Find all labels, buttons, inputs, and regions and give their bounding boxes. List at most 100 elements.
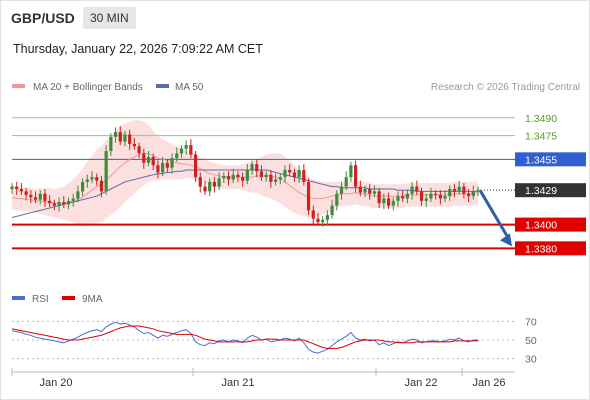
bull-candle bbox=[208, 181, 212, 192]
bull-candle bbox=[405, 193, 409, 199]
bull-candle bbox=[429, 193, 433, 199]
bull-candle bbox=[264, 174, 268, 178]
rsi-line bbox=[11, 321, 478, 354]
bear-candle bbox=[452, 189, 457, 192]
bear-candle bbox=[259, 171, 264, 178]
bull-candle bbox=[179, 148, 184, 154]
bull-candle bbox=[250, 164, 254, 171]
bull-candle bbox=[448, 189, 452, 197]
bear-candle bbox=[142, 153, 146, 163]
x-axis-tick-label: Jan 20 bbox=[39, 377, 72, 389]
bear-candle bbox=[118, 132, 122, 142]
bollinger-band-fill bbox=[12, 120, 478, 226]
ma20-legend-label: MA 20 + Bollinger Bands bbox=[33, 82, 143, 93]
bear-candle bbox=[236, 174, 240, 178]
bull-candle bbox=[321, 219, 325, 223]
bull-candle bbox=[283, 170, 287, 178]
bull-candle bbox=[457, 186, 461, 192]
bull-candle bbox=[217, 178, 221, 187]
bear-candle bbox=[288, 170, 292, 173]
bull-candle bbox=[297, 170, 301, 178]
bull-candle bbox=[71, 198, 75, 201]
bear-candle bbox=[212, 181, 217, 187]
ma9-legend-swatch bbox=[62, 296, 75, 300]
level-labels: 1.3490 1.3475 1.3455 1.3429 1.3400 1.3380 bbox=[515, 113, 586, 256]
bear-candle bbox=[401, 196, 405, 199]
bear-candle bbox=[128, 134, 132, 144]
bull-candle bbox=[175, 153, 179, 159]
bull-candle bbox=[424, 198, 428, 201]
projection-arrow-shaft bbox=[478, 189, 511, 241]
bear-candle bbox=[434, 193, 438, 195]
current-price-label-bg bbox=[515, 183, 586, 198]
bull-candle bbox=[123, 134, 127, 142]
rsi-legend-swatch bbox=[12, 296, 25, 300]
bull-candle bbox=[325, 215, 329, 220]
bull-candle bbox=[344, 177, 348, 187]
bull-candle bbox=[222, 175, 226, 179]
bull-candle bbox=[104, 151, 108, 192]
rsi-tick-label: 70 bbox=[525, 316, 537, 328]
bear-candle bbox=[137, 146, 141, 154]
bear-candle bbox=[269, 174, 273, 182]
projection-arrow-head bbox=[500, 233, 512, 247]
ma20-legend-swatch bbox=[12, 84, 25, 88]
ma50-line bbox=[11, 169, 478, 218]
bear-candle bbox=[377, 191, 381, 204]
support-label: 1.3400 bbox=[525, 220, 557, 232]
copyright-text: Research © 2026 Trading Central bbox=[431, 82, 580, 93]
projection-arrow bbox=[478, 189, 512, 247]
bull-candle bbox=[85, 179, 89, 182]
bull-candle bbox=[231, 174, 235, 180]
bull-candle bbox=[335, 193, 339, 206]
bull-candle bbox=[38, 193, 42, 200]
ma50-legend-label: MA 50 bbox=[175, 82, 204, 93]
bull-candle bbox=[90, 177, 94, 180]
bear-candle bbox=[241, 177, 245, 181]
bear-candle bbox=[292, 172, 297, 178]
rsi-tick-label: 30 bbox=[525, 354, 537, 366]
bear-candle bbox=[193, 154, 198, 178]
rsi-panel: 70 50 30 bbox=[11, 316, 537, 366]
bear-candle bbox=[438, 194, 442, 199]
bull-candle bbox=[372, 191, 377, 194]
bear-candle bbox=[198, 177, 202, 187]
support-label-bg bbox=[515, 241, 586, 256]
bull-candle bbox=[109, 136, 113, 152]
bull-candle bbox=[339, 186, 344, 194]
current-price-label: 1.3429 bbox=[525, 185, 557, 197]
resistance-label-bg bbox=[515, 152, 586, 167]
support-label-bg bbox=[515, 217, 586, 232]
bear-candle bbox=[255, 164, 259, 172]
bull-candle bbox=[245, 170, 249, 181]
rsi-ma9-line bbox=[11, 325, 478, 349]
bull-candle bbox=[161, 162, 165, 173]
bull-candle bbox=[349, 165, 353, 178]
bull-candle bbox=[363, 189, 367, 193]
timeframe-badge[interactable]: 30 MIN bbox=[83, 7, 136, 29]
timestamp: Thursday, January 22, 2026 7:09:22 AM CE… bbox=[13, 42, 263, 56]
bear-candle bbox=[48, 200, 52, 204]
bear-candle bbox=[99, 180, 104, 192]
bear-candle bbox=[354, 165, 358, 187]
bollinger-bands bbox=[12, 120, 478, 226]
bull-candle bbox=[391, 200, 395, 206]
bull-candle bbox=[57, 202, 61, 206]
moving-averages bbox=[11, 152, 479, 218]
x-axis: Jan 20 Jan 21 Jan 22 Jan 26 bbox=[11, 368, 506, 389]
support-label: 1.3380 bbox=[525, 243, 557, 255]
bull-candle bbox=[184, 145, 188, 149]
rsi-tick-label: 50 bbox=[525, 335, 537, 347]
bear-candle bbox=[306, 181, 311, 211]
bear-candle bbox=[165, 162, 169, 168]
bull-candle bbox=[278, 177, 282, 180]
bull-candle bbox=[396, 196, 400, 201]
bear-candle bbox=[189, 145, 193, 155]
candlesticks bbox=[10, 126, 480, 227]
bull-candle bbox=[330, 205, 334, 216]
bull-candle bbox=[170, 158, 174, 168]
resistance-label: 1.3455 bbox=[525, 154, 557, 166]
bear-candle bbox=[132, 143, 136, 147]
bear-candle bbox=[95, 177, 99, 181]
